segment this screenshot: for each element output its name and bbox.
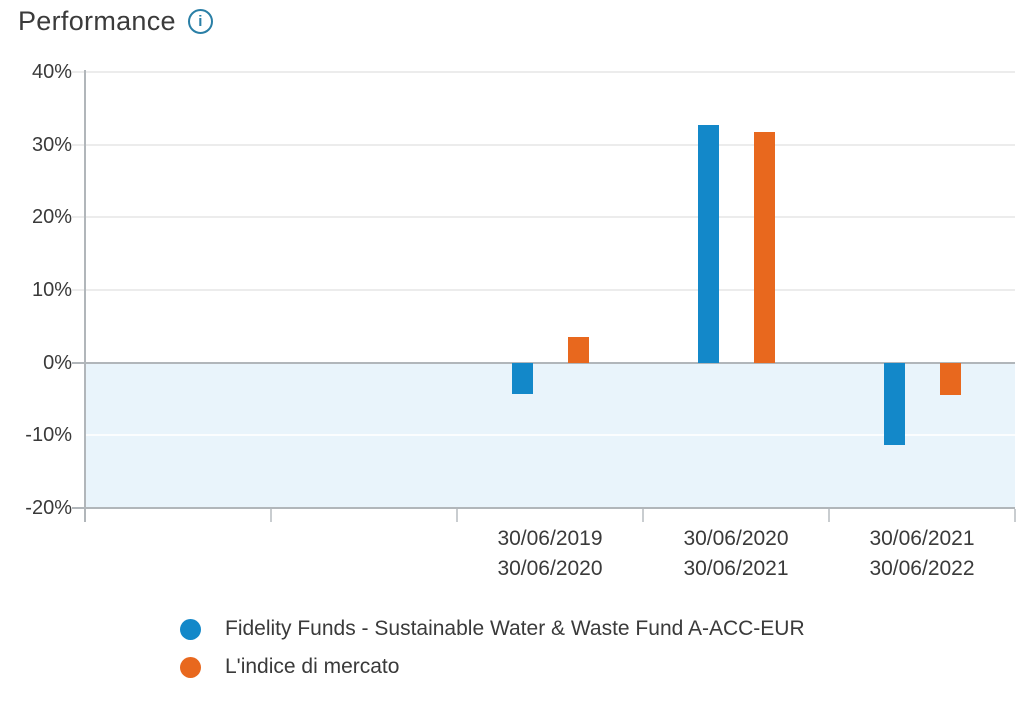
- legend-item-index: L'indice di mercato: [180, 648, 805, 686]
- x-axis-tick-2: [456, 509, 458, 522]
- info-icon[interactable]: i: [187, 9, 213, 34]
- y-tick-label--10%: -10%: [25, 424, 72, 447]
- grid-line-40: [72, 71, 1015, 73]
- bar-index-period-0: [567, 336, 589, 363]
- x-axis-label-0: 30/06/2019 30/06/2020: [440, 524, 660, 584]
- grid-line-30: [72, 143, 1015, 146]
- grid-line--10: [72, 434, 1015, 437]
- x-axis-tick-1: [270, 509, 272, 522]
- y-axis-line: [84, 70, 86, 522]
- fund-series-swatch: [180, 618, 201, 640]
- bar-fund-period-2: [883, 362, 905, 445]
- x-axis-label-line: 30/06/2022: [869, 557, 975, 580]
- x-axis-tick-3: [642, 509, 644, 522]
- y-tick-label-30%: 30%: [31, 133, 72, 156]
- x-axis-tick-4: [828, 509, 830, 522]
- bar-index-period-1: [753, 131, 775, 363]
- y-tick-label-0%: 0%: [43, 351, 72, 374]
- chart-header: Performance i: [18, 6, 213, 37]
- y-tick-label-10%: 10%: [31, 279, 72, 301]
- x-axis-label-line: 30/06/2021: [683, 557, 789, 580]
- x-axis-tick-5: [1014, 509, 1016, 522]
- grid-line-20: [72, 216, 1015, 219]
- y-tick-label--20%: -20%: [25, 497, 72, 519]
- plot-area: [72, 71, 1016, 522]
- x-axis-label-1: 30/06/2020 30/06/2021: [626, 524, 846, 584]
- x-axis-label-line: 30/06/2020: [497, 557, 603, 580]
- chart-legend: Fidelity Funds - Sustainable Water & Was…: [180, 610, 805, 686]
- x-axis-label-line: 30/06/2020: [683, 527, 789, 550]
- x-axis-label-line: 30/06/2021: [869, 527, 975, 550]
- bar-fund-period-0: [511, 362, 533, 394]
- x-axis-label-line: 30/06/2019: [497, 527, 603, 550]
- fund-series-label: Fidelity Funds - Sustainable Water & Was…: [225, 617, 805, 640]
- y-tick-label-20%: 20%: [31, 206, 72, 229]
- bar-fund-period-1: [697, 125, 719, 363]
- x-axis-label-2: 30/06/2021 30/06/2022: [812, 524, 1024, 584]
- page-title: Performance: [18, 6, 176, 36]
- legend-item-fund: Fidelity Funds - Sustainable Water & Was…: [180, 610, 805, 648]
- grid-line--20: [72, 507, 1015, 509]
- y-tick-label-40%: 40%: [31, 61, 72, 83]
- grid-line-0: [72, 361, 1015, 364]
- grid-line-10: [72, 289, 1015, 291]
- index-series-label: L'indice di mercato: [225, 655, 400, 678]
- bar-index-period-2: [939, 362, 961, 395]
- index-series-swatch: [180, 656, 201, 678]
